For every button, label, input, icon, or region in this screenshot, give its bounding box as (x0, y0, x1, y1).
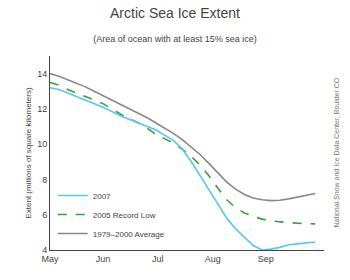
svg-text:4: 4 (42, 245, 47, 255)
svg-text:2005 Record Low: 2005 Record Low (93, 211, 156, 220)
svg-text:12: 12 (37, 104, 47, 114)
svg-text:Jul: Jul (152, 254, 164, 264)
svg-text:8: 8 (42, 175, 47, 185)
svg-text:14: 14 (37, 69, 47, 79)
svg-text:Aug: Aug (205, 254, 221, 264)
svg-text:1979–2000 Average: 1979–2000 Average (93, 230, 165, 239)
svg-text:Arctic Sea Ice Extent: Arctic Sea Ice Extent (110, 5, 240, 21)
svg-text:Sep: Sep (258, 254, 274, 264)
svg-text:Jun: Jun (96, 254, 111, 264)
svg-text:6: 6 (42, 210, 47, 220)
svg-text:National Snow and Ice Data Cen: National Snow and Ice Data Center, Bould… (333, 77, 340, 227)
svg-text:May: May (41, 254, 59, 264)
svg-text:(Area of ocean with at least 1: (Area of ocean with at least 15% sea ice… (93, 34, 257, 44)
svg-text:10: 10 (37, 139, 47, 149)
svg-text:2007: 2007 (93, 192, 111, 201)
svg-text:Extent (millions of square kil: Extent (millions of square kilometers) (24, 87, 33, 218)
